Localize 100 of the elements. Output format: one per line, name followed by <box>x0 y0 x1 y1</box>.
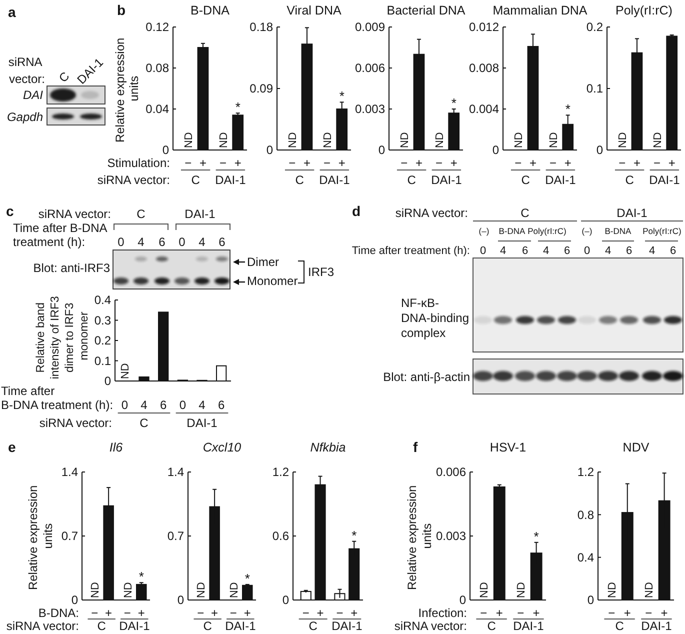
text: ND <box>120 363 132 379</box>
text: ND <box>606 582 619 598</box>
text: DAI-1 <box>184 207 216 222</box>
series-label: + <box>624 606 631 620</box>
text: 4 <box>604 244 612 257</box>
text: − <box>436 156 443 170</box>
data-label: * <box>244 571 250 586</box>
text: 0 <box>118 235 125 250</box>
x-tick-label: C <box>625 173 634 188</box>
text: − <box>197 606 204 620</box>
text: ND <box>89 582 102 598</box>
text: + <box>244 606 251 620</box>
text: 0 <box>121 398 128 412</box>
series-label: + <box>415 156 422 170</box>
x-tick-label: C <box>407 173 416 188</box>
x-tick-label: C <box>97 619 106 634</box>
y-axis-title: Relative expression units <box>26 482 56 590</box>
y-tick-label: 1.2 <box>577 465 594 480</box>
text: − <box>124 606 131 620</box>
y-axis-title: Relative expression units <box>405 482 434 590</box>
y-tick-label: 1.2 <box>272 465 290 480</box>
y-tick-label: 0 <box>459 593 466 608</box>
text: − <box>184 156 192 170</box>
text: f <box>413 438 418 455</box>
text: 6 <box>670 244 676 257</box>
text: (–) <box>478 226 490 236</box>
y-tick-label: 0 <box>492 143 500 158</box>
text: NF-κB-DNA-binding complex <box>401 296 472 340</box>
y-tick-label: 0.2 <box>586 20 604 34</box>
text: 4 <box>500 244 506 257</box>
y-tick-label: 0 <box>378 143 386 158</box>
text: b <box>117 2 126 18</box>
y-tick-label: 1.4 <box>167 465 184 480</box>
text: ND <box>478 582 491 598</box>
text: + <box>668 156 676 170</box>
chart-title: Nfkbia <box>310 440 346 454</box>
legend-title: B-DNA: <box>38 606 79 620</box>
y-tick-label: 0.04 <box>146 102 170 116</box>
text: − <box>91 606 98 620</box>
text: + <box>350 606 358 620</box>
series-label: + <box>199 156 206 170</box>
data-label: * <box>352 528 357 543</box>
text: ND <box>434 132 446 148</box>
x-tick-label: C <box>615 619 624 634</box>
y-tick-label: 0.7 <box>167 529 184 544</box>
text: siRNA vector: <box>38 207 111 222</box>
text: ND <box>643 582 656 598</box>
x-tick-label: DAI-1 <box>119 619 150 634</box>
text: ND <box>652 132 664 148</box>
y-tick-label: 0 <box>177 593 184 608</box>
y-tick-label: 0 <box>596 143 604 158</box>
text: Dimer <box>247 255 279 270</box>
y-tick-label: 0 <box>162 143 170 158</box>
x-tick-label: DAI-1 <box>215 173 246 188</box>
text: − <box>480 606 488 620</box>
x-tick-label: DAI-1 <box>431 173 462 188</box>
legend-title: Stimulation: <box>107 156 170 170</box>
text: + <box>450 156 458 170</box>
text: ND <box>548 132 560 148</box>
y-tick-label: 0.6 <box>272 529 290 544</box>
y-tick-label: 0.006 <box>354 61 386 76</box>
chart-title: HSV-1 <box>490 440 526 454</box>
y-tick-label: 0.1 <box>586 82 604 96</box>
chart-title: Poly(rI:rC) <box>616 3 672 18</box>
text: 4 <box>198 235 206 250</box>
data-label: * <box>451 96 456 111</box>
x-tick-label: DAI-1 <box>649 173 680 188</box>
chart-title: Bacterial DNA <box>386 3 466 18</box>
x-tick-label: DAI-1 <box>332 619 363 634</box>
text: siRNA vector: <box>395 206 468 220</box>
text: Blot: anti-IRF3 <box>33 261 110 276</box>
text: Poly(rI:rC) <box>642 226 682 236</box>
series-label: + <box>316 606 324 620</box>
text: ND <box>183 132 196 148</box>
text: − <box>220 156 227 170</box>
text: − <box>400 156 408 170</box>
text: a <box>8 4 16 20</box>
y-tick-label: 0.12 <box>146 20 170 34</box>
text: − <box>324 156 331 170</box>
series-label: + <box>633 156 640 170</box>
data-label: * <box>235 100 240 115</box>
series-label: + <box>496 606 503 620</box>
y-axis-title: Relative expression units <box>113 34 142 143</box>
y-tick-label: 0.003 <box>436 529 466 544</box>
text: + <box>338 156 346 170</box>
text: − <box>514 156 522 170</box>
x-axis-title: siRNA vector: <box>97 173 170 188</box>
series-label: + <box>303 156 310 170</box>
x-tick-label: C <box>521 173 530 188</box>
x-tick-label: C <box>203 619 212 634</box>
data-label: * <box>339 88 344 104</box>
x-tick-label: DAI-1 <box>641 619 672 634</box>
y-tick-label: 0.08 <box>146 61 170 76</box>
text: DAI <box>22 88 44 102</box>
text: DAI-1 <box>616 206 648 220</box>
text: − <box>608 606 616 620</box>
y-tick-label: 0.09 <box>250 82 274 96</box>
text: 4 <box>138 235 145 250</box>
text: Monomer <box>247 274 298 288</box>
text: ND <box>515 582 528 598</box>
